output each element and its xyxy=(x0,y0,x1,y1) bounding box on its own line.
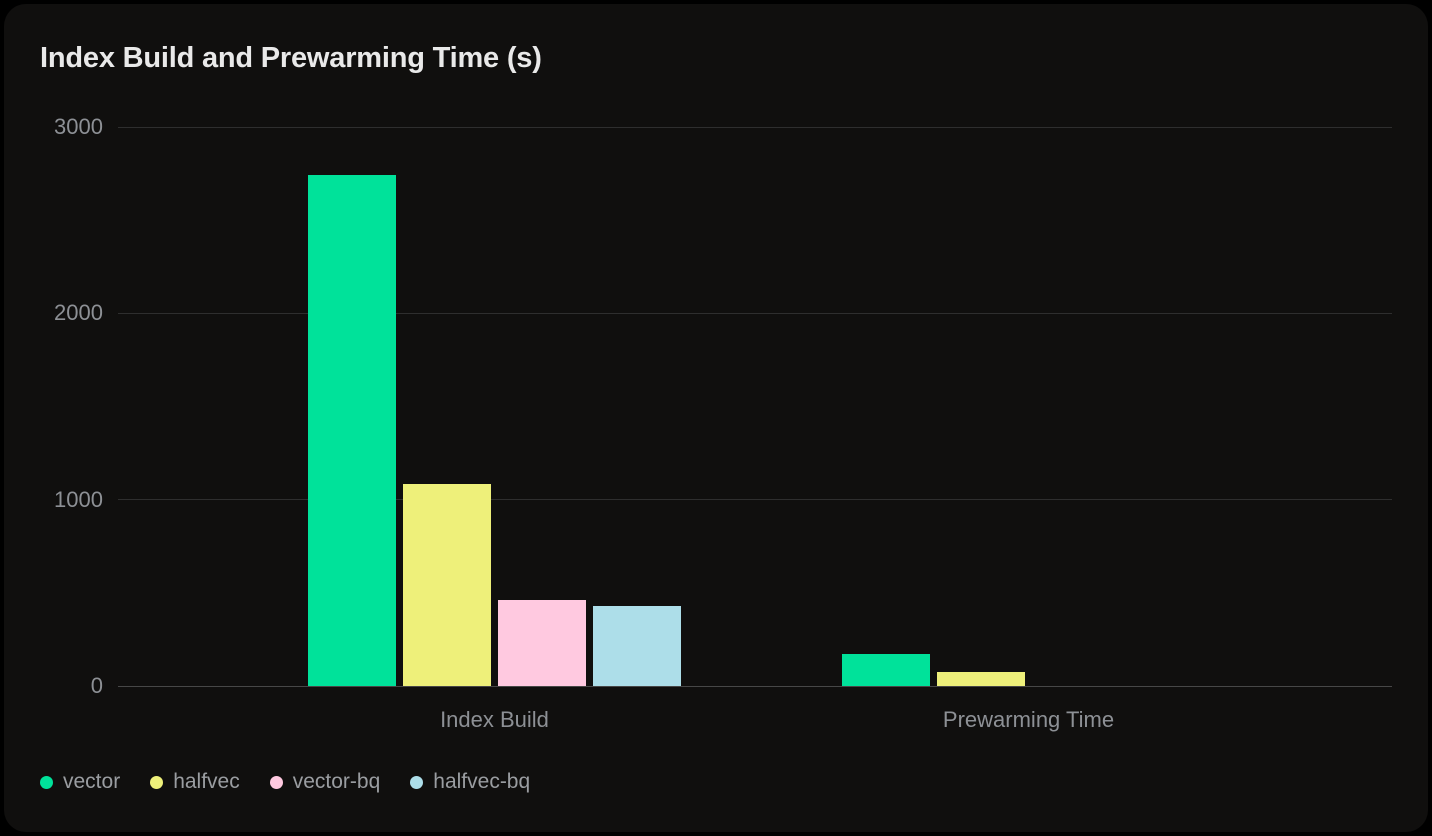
legend-item-vector-bq: vector-bq xyxy=(269,770,381,794)
x-category-label-prewarming-time: Prewarming Time xyxy=(942,707,1115,732)
bar-vector-index-build xyxy=(308,175,396,686)
gridline-3000 xyxy=(118,126,1392,128)
x-category-label-index-build: Index Build xyxy=(440,707,549,732)
bar-vector-prewarming-time xyxy=(842,654,930,686)
legend-item-halfvec-bq: halfvec-bq xyxy=(410,770,530,794)
legend-item-vector: vector xyxy=(40,770,120,794)
chart-card: Index Build and Prewarming Time (s) 0 100… xyxy=(4,4,1428,832)
chart-title: Index Build and Prewarming Time (s) xyxy=(40,42,542,74)
y-tick-label-1000: 1000 xyxy=(54,486,103,512)
bar-vector-bq-index-build xyxy=(498,600,586,686)
plot-area: 0 1000 2000 3000 Index Build Prewarming Time xyxy=(4,4,1428,832)
legend-item-halfvec: halfvec xyxy=(150,770,240,794)
bar-halfvec-bq-index-build xyxy=(593,605,681,686)
gridline-1000 xyxy=(118,499,1392,501)
bar-halfvec-prewarming-time xyxy=(937,672,1025,686)
y-tick-label-3000: 3000 xyxy=(54,114,103,139)
legend-dot-halfvec xyxy=(150,775,164,789)
bar-halfvec-index-build xyxy=(403,483,491,686)
gridline-2000 xyxy=(118,312,1392,314)
x-axis-line xyxy=(118,685,1392,687)
legend-label-vector-bq: vector-bq xyxy=(292,770,381,793)
legend-label-halfvec: halfvec xyxy=(173,770,240,793)
legend-dot-halfvec-bq xyxy=(410,775,424,789)
legend-dot-vector-bq xyxy=(269,775,283,789)
legend-label-halfvec-bq: halfvec-bq xyxy=(433,770,531,793)
y-tick-label-2000: 2000 xyxy=(54,300,103,326)
y-tick-label-0: 0 xyxy=(90,673,103,698)
legend: vector halfvec vector-bq halfvec-bq xyxy=(40,770,530,794)
legend-label-vector: vector xyxy=(63,770,121,793)
legend-dot-vector xyxy=(40,775,53,789)
